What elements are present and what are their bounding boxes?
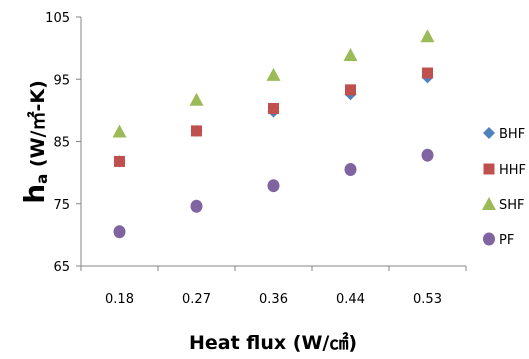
x-ticks: 0.18 0.27 0.36 0.44 0.53 <box>80 266 467 307</box>
data-point-shf <box>420 29 435 43</box>
y-tick-label: 95 <box>53 73 70 88</box>
y-tick-label: 105 <box>45 11 70 26</box>
axes <box>80 17 466 267</box>
legend-marker-shf <box>482 197 496 210</box>
data-point-hhf <box>114 155 125 167</box>
data-point-shf <box>266 67 281 81</box>
y-tick-label: 75 <box>53 198 70 213</box>
legend-label-bhf: BHF <box>499 127 525 142</box>
data-point-shf <box>343 47 358 61</box>
data-point-hhf <box>191 125 202 137</box>
y-axis-label: ha (W/㎡-K) <box>18 80 51 204</box>
legend-label-pf: PF <box>499 233 514 248</box>
legend-label-shf: SHF <box>499 198 525 213</box>
y-tick-label: 85 <box>53 136 70 151</box>
x-tick-label: 0.53 <box>413 292 442 307</box>
data-point-shf <box>189 92 204 106</box>
legend-marker-hhf <box>483 163 495 175</box>
data-points <box>112 29 435 239</box>
data-point-pf <box>421 148 434 162</box>
x-tick-label: 0.44 <box>336 292 365 307</box>
x-axis-label: Heat flux (W/㎠) <box>189 331 357 354</box>
legend-marker-bhf <box>483 127 495 139</box>
y-axis-label-symbol: h <box>18 184 51 204</box>
data-point-pf <box>344 163 357 177</box>
legend: BHF HHF SHF PF <box>482 127 526 248</box>
data-point-hhf <box>422 67 433 79</box>
legend-label-hhf: HHF <box>499 163 526 178</box>
y-axis-label-unit: (W/㎡-K) <box>26 80 49 174</box>
y-tick-label: 65 <box>53 260 70 275</box>
x-tick-label: 0.27 <box>182 292 211 307</box>
data-point-shf <box>112 124 127 138</box>
y-ticks: 65 75 85 95 105 <box>45 11 81 275</box>
data-point-pf <box>267 179 280 193</box>
data-point-pf <box>190 199 203 213</box>
data-point-hhf <box>345 84 356 96</box>
data-point-hhf <box>268 103 279 115</box>
x-tick-label: 0.18 <box>105 292 134 307</box>
y-axis-label-subscript: a <box>33 174 51 184</box>
data-point-pf <box>113 225 126 239</box>
x-tick-label: 0.36 <box>259 292 288 307</box>
legend-marker-pf <box>483 232 495 246</box>
